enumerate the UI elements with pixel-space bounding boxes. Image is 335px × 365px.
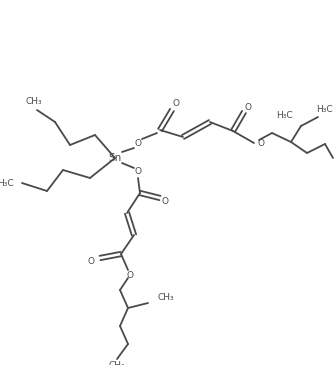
Text: O: O [173,100,180,108]
Text: O: O [134,138,141,147]
Text: O: O [127,270,134,280]
Text: CH₃: CH₃ [158,293,175,303]
Text: H₃C: H₃C [316,104,333,114]
Text: CH₃: CH₃ [26,97,42,107]
Text: O: O [245,103,252,111]
Text: Sn: Sn [109,153,122,163]
Text: H₃C: H₃C [276,111,293,120]
Text: O: O [257,139,264,149]
Text: O: O [134,168,141,177]
Text: O: O [88,257,95,265]
Text: O: O [161,196,169,205]
Text: H₃C: H₃C [0,178,14,188]
Text: CH₃: CH₃ [109,361,125,365]
